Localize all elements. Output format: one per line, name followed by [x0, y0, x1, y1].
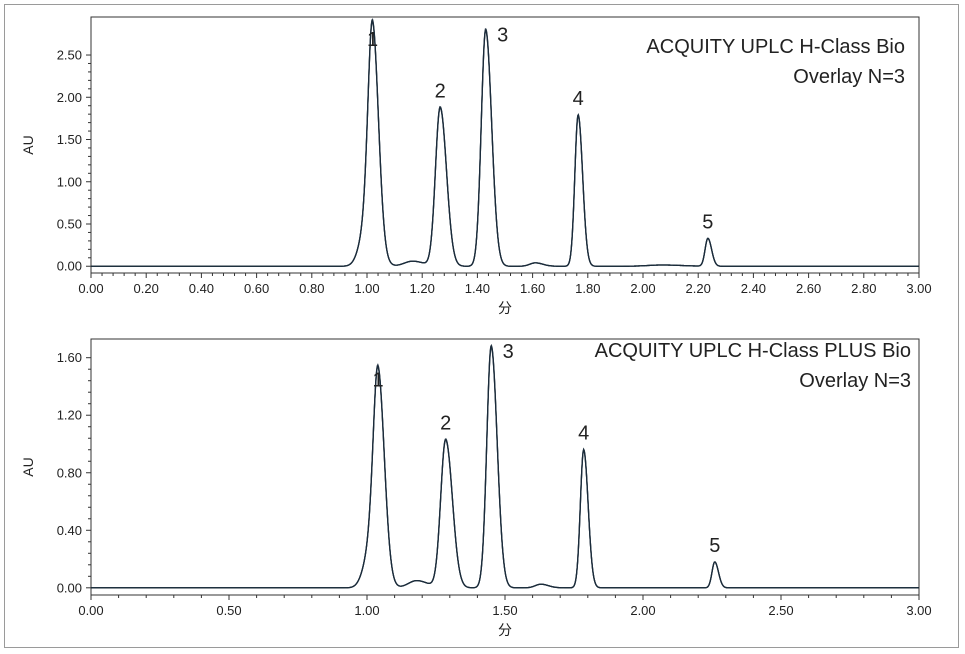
- y-tick-label: 1.60: [57, 350, 82, 365]
- y-tick-label: 2.00: [57, 90, 82, 105]
- x-tick-label: 0.80: [299, 281, 324, 296]
- x-tick-label: 1.00: [354, 281, 379, 296]
- x-tick-label: 1.40: [465, 281, 490, 296]
- figure-frame: 0.00 0.20 0.40 0.60 0.80 1.00 1.20 1.40 1.60 1.80…: [4, 4, 959, 648]
- y-tick-label: 0.00: [57, 580, 82, 595]
- x-tick-label: 2.50: [768, 603, 793, 618]
- y-tick-label: 0.50: [57, 216, 82, 231]
- trace-run-3: [91, 18, 919, 267]
- x-tick-label: 2.00: [630, 603, 655, 618]
- x-tick-label: 2.60: [796, 281, 821, 296]
- x-tick-label: 2.40: [741, 281, 766, 296]
- plot-area-border: [90, 338, 920, 596]
- x-axis-label: 分: [498, 622, 512, 638]
- plot-area-border: [90, 16, 920, 274]
- x-tick-label: 0.50: [216, 603, 241, 618]
- chart-panel-2: 0.00 0.50 1.00 1.50 2.00 2.50 3.00 0.00 0.40 0.80…: [20, 338, 932, 638]
- x-tick-label: 1.00: [354, 603, 379, 618]
- x-tick-label: 1.20: [410, 281, 435, 296]
- x-tick-label: 0.20: [134, 281, 159, 296]
- panel-title-line-2: Overlay N=3: [793, 66, 905, 88]
- y-axis-label: AU: [20, 135, 36, 154]
- trace-run-2: [91, 344, 919, 589]
- x-tick-label: 2.00: [630, 281, 655, 296]
- panel-title-line-2: Overlay N=3: [799, 370, 911, 392]
- x-axis-label: 分: [498, 300, 512, 316]
- y-tick-label: 0.00: [57, 259, 82, 274]
- peak-label-3: 3: [497, 25, 508, 47]
- chromatogram-figure: 0.00 0.20 0.40 0.60 0.80 1.00 1.20 1.40 1.60 1.80…: [20, 16, 932, 638]
- peak-label-1: 1: [372, 370, 383, 392]
- x-tick-label: 0.60: [244, 281, 269, 296]
- trace-run-1: [91, 20, 919, 267]
- y-tick-label: 2.50: [57, 48, 82, 63]
- x-tick-label: 2.80: [851, 281, 876, 296]
- y-tick-label: 1.20: [57, 408, 82, 423]
- y-axis-label: AU: [20, 457, 36, 476]
- peak-label-4: 4: [573, 88, 584, 110]
- peak-label-1: 1: [367, 29, 378, 51]
- x-tick-label: 3.00: [906, 603, 931, 618]
- x-tick-label: 0.00: [78, 281, 103, 296]
- peak-label-3: 3: [503, 341, 514, 363]
- peak-label-5: 5: [702, 211, 713, 233]
- panel-title-line-1: ACQUITY UPLC H-Class Bio: [646, 36, 905, 58]
- x-tick-label: 3.00: [906, 281, 931, 296]
- peak-label-2: 2: [435, 80, 446, 102]
- y-tick-label: 1.00: [57, 174, 82, 189]
- peak-label-2: 2: [440, 413, 451, 435]
- peak-label-4: 4: [578, 423, 589, 445]
- y-tick-label: 0.40: [57, 523, 82, 538]
- x-tick-label: 1.80: [575, 281, 600, 296]
- x-tick-label: 0.40: [189, 281, 214, 296]
- trace-run-1: [91, 345, 919, 589]
- x-tick-label: 1.50: [492, 603, 517, 618]
- chart-panel-1: 0.00 0.20 0.40 0.60 0.80 1.00 1.20 1.40 1.60 1.80…: [20, 16, 932, 316]
- x-tick-label: 0.00: [78, 603, 103, 618]
- y-tick-label: 0.80: [57, 465, 82, 480]
- peak-label-5: 5: [709, 535, 720, 557]
- x-tick-label: 1.60: [520, 281, 545, 296]
- panel-title-line-1: ACQUITY UPLC H-Class PLUS Bio: [595, 340, 911, 362]
- trace-run-3: [91, 343, 919, 589]
- y-tick-label: 1.50: [57, 132, 82, 147]
- x-tick-label: 2.20: [686, 281, 711, 296]
